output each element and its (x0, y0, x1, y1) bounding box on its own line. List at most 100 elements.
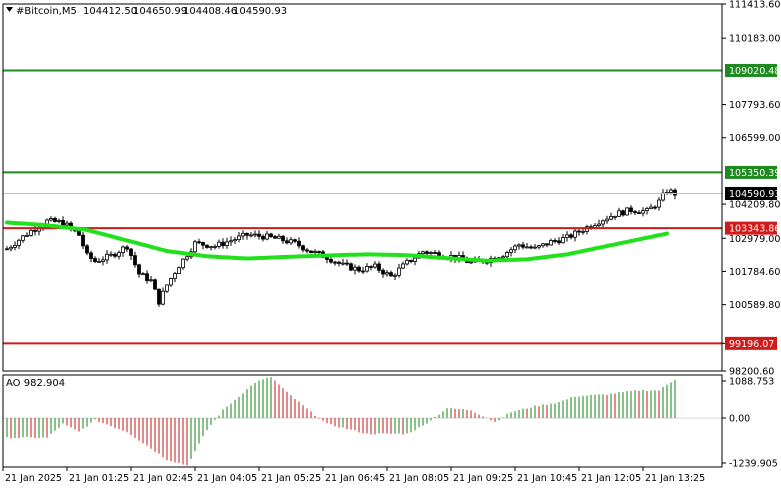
candle (569, 233, 573, 240)
candle (165, 284, 169, 293)
ao-title: AO 982.904 (6, 378, 65, 389)
candle (229, 236, 233, 246)
candle (609, 212, 613, 221)
candle (613, 215, 617, 220)
candle (201, 241, 205, 250)
ao-axis: 1088.753 0.00 -1239.905 (722, 377, 778, 470)
price-tick-label: 110183.00 (729, 34, 780, 45)
candle (521, 241, 525, 250)
current-price-tag (725, 187, 777, 201)
price-tick-label: 101784.60 (729, 267, 780, 278)
high-value: 104650.99 (133, 6, 187, 17)
candle (241, 230, 245, 240)
candle (401, 261, 405, 269)
time-tick-label: 21 Jan 05:25 (261, 473, 321, 484)
candle (9, 245, 13, 252)
candle (377, 261, 381, 274)
time-tick-label: 21 Jan 2025 (5, 473, 62, 484)
ao-histogram (3, 377, 722, 466)
candle (177, 266, 181, 275)
candle (301, 244, 305, 253)
candle (169, 277, 173, 287)
candle (541, 242, 545, 248)
candle (65, 220, 69, 227)
candle (305, 247, 309, 254)
candle (13, 241, 17, 251)
price-tick-label: 98200.60 (729, 367, 774, 378)
candle (209, 245, 213, 251)
candle (545, 243, 549, 248)
candle (157, 288, 161, 307)
candle (97, 258, 101, 263)
candle (629, 205, 633, 215)
support-resistance-levels (3, 69, 722, 345)
candle (289, 236, 293, 245)
candle (357, 265, 361, 273)
price-tick-label: 104209.80 (729, 200, 780, 211)
candle (233, 237, 237, 245)
candle (393, 273, 397, 281)
candle (221, 238, 225, 249)
candle (573, 227, 577, 242)
candle (557, 237, 561, 245)
candle (89, 250, 93, 263)
moving-average-layer (5, 220, 669, 263)
candle (605, 215, 609, 224)
level-tag (725, 165, 777, 179)
candle (17, 238, 21, 249)
candle (277, 233, 281, 239)
candle (285, 237, 289, 245)
candle (273, 234, 277, 239)
price-candles (5, 188, 677, 307)
low-value: 104408.46 (183, 6, 237, 17)
candle (197, 238, 201, 245)
time-tick-label: 21 Jan 13:25 (645, 473, 705, 484)
price-tick-label: 111413.60 (729, 0, 780, 11)
candle (533, 243, 537, 250)
candle (105, 250, 109, 264)
candle (369, 265, 373, 271)
candle (661, 189, 665, 202)
candle (525, 243, 529, 249)
time-axis: 21 Jan 2025 21 Jan 01:25 21 Jan 02:45 21 Ja… (2, 467, 705, 484)
time-tick-label: 21 Jan 04:05 (197, 473, 257, 484)
candle (585, 224, 589, 235)
candle (141, 272, 145, 276)
candle (433, 250, 437, 254)
level-tag (725, 221, 777, 235)
candle (253, 230, 257, 238)
candle (225, 237, 229, 249)
candle (213, 244, 217, 250)
candle (381, 268, 385, 278)
candle (509, 247, 513, 257)
candle (49, 216, 53, 222)
candle (561, 233, 565, 244)
candle (245, 232, 249, 240)
candle (109, 251, 113, 257)
candle (153, 278, 157, 290)
candle (261, 234, 265, 242)
candle (309, 250, 313, 254)
candle (237, 231, 241, 243)
candle (341, 258, 345, 266)
candle (329, 256, 333, 264)
candle (293, 238, 297, 244)
candle (129, 248, 133, 261)
level-tag (725, 336, 777, 350)
time-tick-label: 21 Jan 10:45 (517, 473, 577, 484)
candle (549, 238, 553, 246)
candle (649, 203, 653, 210)
level-tag-label: 99196.07 (729, 339, 774, 350)
candle (349, 262, 353, 272)
collapse-arrow-icon[interactable] (6, 7, 13, 12)
candle (361, 266, 365, 274)
candle (53, 216, 57, 223)
candle (657, 197, 661, 211)
candle (217, 239, 221, 249)
candle (265, 230, 269, 241)
current-price-tag-label: 104590.93 (729, 189, 780, 200)
candle (117, 250, 121, 260)
candle (553, 238, 557, 244)
